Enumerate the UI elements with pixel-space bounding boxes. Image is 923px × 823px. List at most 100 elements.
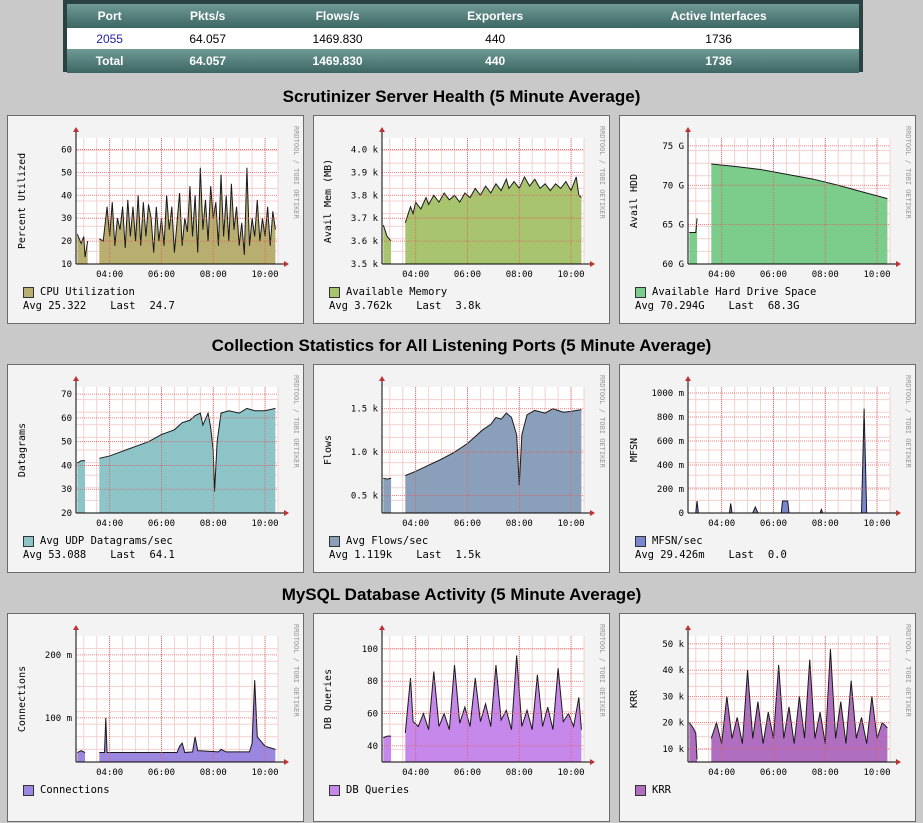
chart-panel-flows[interactable]: 0.5 k 1.0 k 1.5 k 04:00 06:00 08:00 10:00 Flows… — [313, 364, 610, 573]
legend-swatch — [329, 286, 340, 298]
legend-label: CPU Utilization — [40, 286, 135, 298]
x-tick-label: 10:00 — [558, 519, 585, 529]
x-axis-arrow — [284, 759, 289, 765]
x-tick-label: 10:00 — [252, 519, 279, 529]
x-tick-label: 10:00 — [864, 519, 891, 529]
last-label: Last — [110, 300, 136, 312]
y-tick-label: 800 m — [657, 413, 684, 423]
ports-summary-table: Port Pkts/s Flows/s Exporters Active Int… — [63, 0, 863, 73]
x-tick-label: 08:00 — [812, 519, 839, 529]
chart-legend: Available Memory — [329, 286, 447, 298]
y-tick-label: 0 — [679, 509, 684, 519]
legend-swatch — [635, 535, 646, 547]
series-area — [99, 680, 276, 762]
x-axis-arrow — [284, 261, 289, 267]
series-area — [77, 460, 86, 513]
legend-swatch — [329, 784, 340, 796]
x-tick-label: 04:00 — [402, 519, 429, 529]
avg-value: Avg 1.119k — [329, 549, 393, 561]
cell-active-interfaces: 1736 — [578, 28, 859, 49]
last-label: Last — [728, 300, 754, 312]
y-tick-label: 40 k — [662, 666, 684, 676]
series-area — [405, 176, 582, 264]
y-tick-label: 1.5 k — [351, 405, 379, 415]
y-axis-label: MFSN — [629, 438, 640, 462]
chart-panel-db-queries[interactable]: 40 60 80 100 04:00 06:00 08:00 10:00 DB Queries R… — [313, 613, 610, 822]
total-exporters: 440 — [412, 49, 579, 73]
rrdtool-watermark: RRDTOOL / TOBI OETIKER — [598, 624, 606, 718]
x-tick-label: 08:00 — [200, 519, 227, 529]
x-tick-label: 04:00 — [402, 768, 429, 778]
x-axis-arrow — [590, 261, 595, 267]
avg-value: Avg 29.426m — [635, 549, 705, 561]
y-tick-label: 20 — [61, 509, 72, 519]
x-tick-label: 08:00 — [506, 270, 533, 280]
x-tick-label: 10:00 — [864, 768, 891, 778]
ports-header-row: Port Pkts/s Flows/s Exporters Active Int… — [67, 4, 859, 28]
y-tick-label: 400 m — [657, 461, 684, 471]
rrdtool-watermark: RRDTOOL / TOBI OETIKER — [292, 375, 300, 469]
x-axis-arrow — [896, 510, 901, 516]
series-line — [77, 750, 86, 753]
x-tick-label: 06:00 — [148, 768, 175, 778]
y-axis-arrow — [685, 376, 691, 381]
x-tick-label: 06:00 — [454, 270, 481, 280]
series-area — [77, 750, 86, 762]
y-tick-label: 1000 m — [651, 389, 684, 399]
series-line — [710, 649, 888, 744]
legend-label: MFSN/sec — [652, 535, 703, 547]
y-tick-label: 40 — [61, 191, 72, 201]
chart-svg: 10 20 30 40 50 60 04:00 06:00 08:00 10:00 Percent … — [17, 126, 300, 280]
y-tick-label: 0.5 k — [351, 492, 379, 502]
y-axis-label: Avail Mem (MB) — [323, 159, 334, 243]
y-axis-arrow — [685, 625, 691, 630]
y-tick-label: 30 k — [662, 692, 684, 702]
chart-panel-mfsn[interactable]: 0 200 m 400 m 600 m 800 m 1000 m 04:00 06:00 08:… — [619, 364, 916, 573]
x-tick-label: 10:00 — [558, 768, 585, 778]
x-tick-label: 04:00 — [708, 270, 735, 280]
chart-panel-db-krr[interactable]: 10 k 20 k 30 k 40 k 50 k 04:00 06:00 08:00 10:00… — [619, 613, 916, 822]
chart-stats: Avg 25.322 Last 24.7 — [23, 300, 175, 312]
y-axis-arrow — [379, 376, 385, 381]
x-tick-label: 06:00 — [454, 519, 481, 529]
col-header-flows: Flows/s — [263, 4, 413, 28]
chart-svg: 10 k 20 k 30 k 40 k 50 k 04:00 06:00 08:00 10:00… — [629, 624, 912, 778]
legend-swatch — [635, 784, 646, 796]
cell-pkts: 64.057 — [152, 28, 264, 49]
chart-panel-udp-datagrams[interactable]: 20 30 40 50 60 70 04:00 06:00 08:00 10:00 Datagram… — [7, 364, 304, 573]
chart-stats: Avg 29.426m Last 0.0 — [635, 549, 787, 561]
x-tick-label: 04:00 — [708, 519, 735, 529]
y-axis-arrow — [73, 127, 79, 132]
y-tick-label: 65 G — [662, 221, 684, 231]
chart-panel-hard-drive-space[interactable]: 60 G 65 G 70 G 75 G 04:00 06:00 08:00 10:00 Avai… — [619, 115, 916, 324]
y-tick-label: 3.6 k — [351, 237, 379, 247]
series-line — [404, 175, 582, 223]
series-line — [99, 680, 276, 754]
y-tick-label: 20 — [61, 237, 72, 247]
series-area — [383, 478, 392, 513]
x-tick-label: 08:00 — [812, 270, 839, 280]
chart-panel-db-connections[interactable]: 100 m 200 m 04:00 06:00 08:00 10:00 Connection… — [7, 613, 304, 822]
y-tick-label: 40 — [367, 742, 378, 752]
total-flows: 1469.830 — [263, 49, 413, 73]
chart-legend: Avg UDP Datagrams/sec — [23, 535, 173, 547]
x-axis-arrow — [896, 261, 901, 267]
y-axis-label: KRR — [629, 689, 640, 708]
last-value: 1.5k — [455, 549, 481, 561]
last-value: 0.0 — [767, 549, 787, 561]
rrdtool-watermark: RRDTOOL / TOBI OETIKER — [292, 126, 300, 220]
avg-value: Avg 70.294G — [635, 300, 705, 312]
last-label: Last — [728, 549, 754, 561]
y-axis-label: Connections — [17, 666, 28, 732]
x-tick-label: 04:00 — [96, 768, 123, 778]
cell-flows: 1469.830 — [263, 28, 413, 49]
y-tick-label: 50 — [61, 438, 72, 448]
x-tick-label: 10:00 — [558, 270, 585, 280]
chart-stats: Avg 70.294G Last 68.3G — [635, 300, 799, 312]
x-tick-label: 06:00 — [148, 270, 175, 280]
chart-panel-available-memory[interactable]: 3.5 k 3.6 k 3.7 k 3.8 k 3.9 k 4.0 k 04:00 06:00… — [313, 115, 610, 324]
y-tick-label: 3.5 k — [351, 260, 379, 270]
x-axis-arrow — [590, 510, 595, 516]
port-link-2055[interactable]: 2055 — [67, 28, 153, 49]
chart-panel-cpu-utilization[interactable]: 10 20 30 40 50 60 04:00 06:00 08:00 10:00 Percent … — [7, 115, 304, 324]
